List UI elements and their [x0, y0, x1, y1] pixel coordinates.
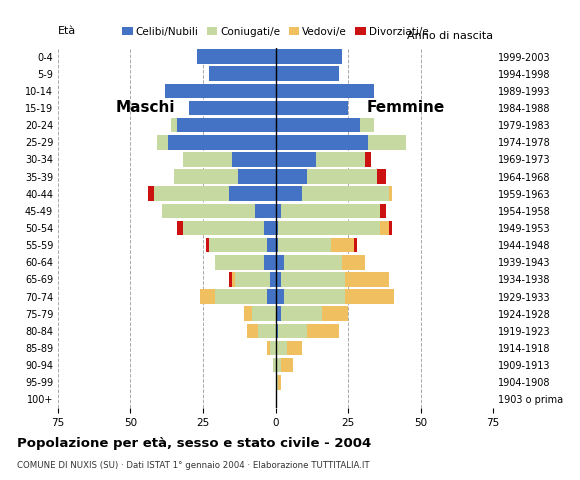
- Bar: [188, 101, 276, 115]
- Bar: [197, 49, 276, 64]
- Bar: [171, 118, 177, 132]
- Bar: [281, 204, 380, 218]
- Text: Anno di nascita: Anno di nascita: [407, 31, 493, 41]
- Bar: [276, 101, 348, 115]
- Bar: [258, 324, 276, 338]
- Bar: [276, 358, 281, 372]
- Bar: [276, 49, 342, 64]
- Bar: [281, 358, 293, 372]
- Bar: [281, 272, 345, 287]
- Bar: [322, 306, 348, 321]
- Bar: [267, 238, 276, 252]
- Bar: [278, 238, 331, 252]
- Bar: [276, 341, 287, 355]
- Bar: [276, 169, 307, 184]
- Bar: [276, 221, 278, 235]
- Bar: [177, 221, 183, 235]
- Bar: [200, 289, 215, 304]
- Bar: [157, 135, 168, 150]
- Bar: [380, 204, 386, 218]
- Bar: [276, 66, 339, 81]
- Bar: [174, 169, 238, 184]
- Bar: [276, 272, 281, 287]
- Bar: [276, 118, 360, 132]
- Bar: [342, 255, 365, 270]
- Bar: [232, 272, 235, 287]
- Bar: [264, 221, 276, 235]
- Bar: [284, 289, 345, 304]
- Bar: [267, 341, 270, 355]
- Bar: [229, 186, 276, 201]
- Bar: [252, 306, 276, 321]
- Bar: [276, 238, 278, 252]
- Bar: [215, 255, 264, 270]
- Bar: [284, 255, 342, 270]
- Bar: [264, 255, 276, 270]
- Text: Femmine: Femmine: [367, 100, 445, 116]
- Bar: [278, 324, 307, 338]
- Bar: [232, 152, 276, 167]
- Bar: [302, 186, 389, 201]
- Bar: [276, 255, 284, 270]
- Legend: Celibi/Nubili, Coniugati/e, Vedovi/e, Divorziati/e: Celibi/Nubili, Coniugati/e, Vedovi/e, Di…: [118, 23, 433, 41]
- Bar: [165, 84, 276, 98]
- Bar: [267, 289, 276, 304]
- Bar: [276, 306, 281, 321]
- Bar: [276, 204, 281, 218]
- Bar: [278, 221, 380, 235]
- Bar: [229, 272, 232, 287]
- Bar: [209, 238, 267, 252]
- Bar: [365, 152, 371, 167]
- Bar: [307, 169, 377, 184]
- Bar: [162, 204, 255, 218]
- Bar: [209, 66, 276, 81]
- Bar: [345, 289, 394, 304]
- Bar: [246, 324, 258, 338]
- Bar: [377, 169, 386, 184]
- Bar: [276, 135, 368, 150]
- Bar: [244, 306, 252, 321]
- Bar: [278, 375, 281, 390]
- Bar: [389, 186, 392, 201]
- Bar: [183, 152, 232, 167]
- Bar: [206, 238, 209, 252]
- Text: Popolazione per età, sesso e stato civile - 2004: Popolazione per età, sesso e stato civil…: [17, 437, 372, 450]
- Bar: [287, 341, 302, 355]
- Text: Età: Età: [58, 26, 76, 36]
- Bar: [183, 221, 264, 235]
- Bar: [316, 152, 365, 167]
- Bar: [255, 204, 276, 218]
- Bar: [168, 135, 276, 150]
- Bar: [276, 186, 302, 201]
- Bar: [177, 118, 276, 132]
- Bar: [276, 84, 374, 98]
- Bar: [148, 186, 154, 201]
- Bar: [345, 272, 389, 287]
- Bar: [331, 238, 354, 252]
- Bar: [235, 272, 270, 287]
- Bar: [276, 152, 316, 167]
- Bar: [154, 186, 229, 201]
- Bar: [238, 169, 276, 184]
- Bar: [276, 375, 278, 390]
- Text: COMUNE DI NUXIS (SU) · Dati ISTAT 1° gennaio 2004 · Elaborazione TUTTITALIA.IT: COMUNE DI NUXIS (SU) · Dati ISTAT 1° gen…: [17, 461, 370, 470]
- Bar: [307, 324, 339, 338]
- Bar: [281, 306, 322, 321]
- Text: Maschi: Maschi: [115, 100, 175, 116]
- Bar: [215, 289, 267, 304]
- Bar: [368, 135, 406, 150]
- Bar: [270, 341, 275, 355]
- Bar: [380, 221, 389, 235]
- Bar: [360, 118, 374, 132]
- Bar: [354, 238, 357, 252]
- Bar: [276, 289, 284, 304]
- Bar: [389, 221, 392, 235]
- Bar: [273, 358, 275, 372]
- Bar: [270, 272, 275, 287]
- Bar: [276, 324, 278, 338]
